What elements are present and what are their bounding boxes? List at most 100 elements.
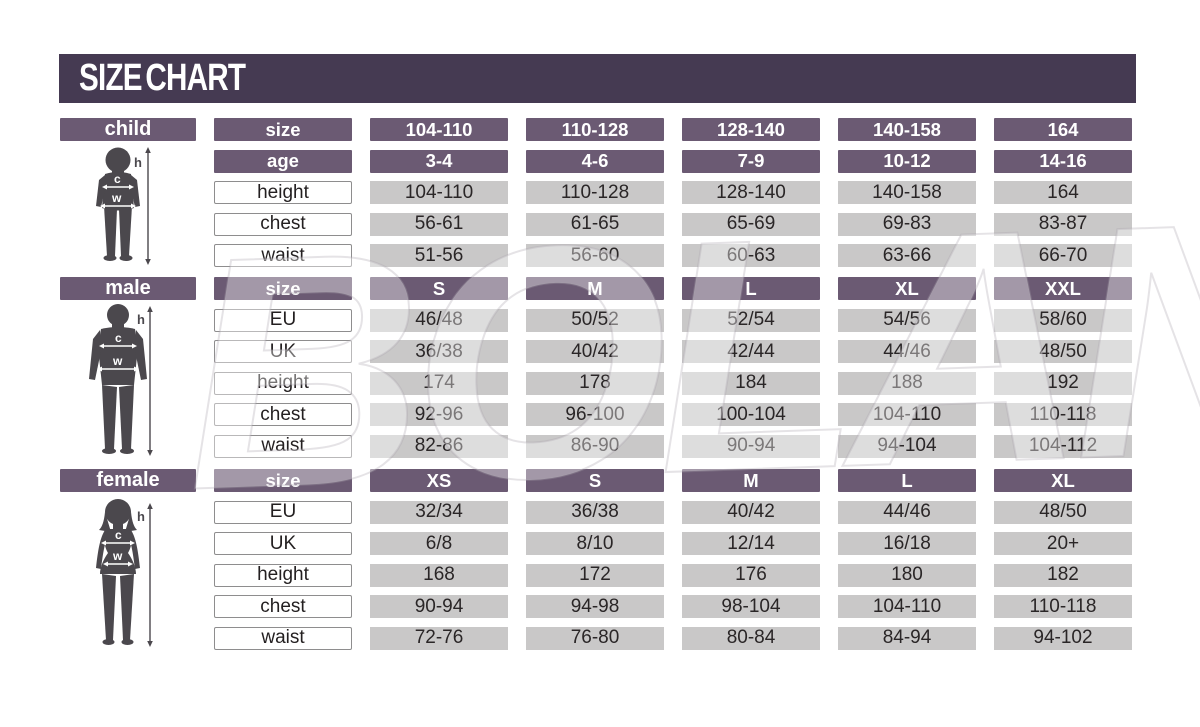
child-chest-col3: 65-69 bbox=[682, 212, 820, 236]
female-row-label-size: size bbox=[214, 469, 352, 492]
child-chest-col4: 69-83 bbox=[838, 212, 976, 236]
chest-arrow bbox=[99, 343, 137, 349]
child-chest-col2: 61-65 bbox=[526, 212, 664, 236]
chest-arrow bbox=[101, 540, 135, 546]
title-bar: SIZE CHART bbox=[59, 54, 1136, 103]
child-row-label-chest: chest bbox=[214, 212, 352, 236]
section-child: child size 104-110 110-128 128-140 140-158 164… bbox=[60, 118, 1132, 267]
height-label: h bbox=[134, 155, 142, 170]
section-male: male size S M L XL XXL EU 46/48 50/52 52/54 54/56 58… bbox=[60, 277, 1132, 458]
male-silhouette: h c w bbox=[60, 303, 196, 458]
male-height-col4: 188 bbox=[838, 371, 976, 395]
male-row-label-height: height bbox=[214, 371, 352, 395]
male-row-label-size: size bbox=[214, 277, 352, 300]
female-UK-col2: 8/10 bbox=[526, 532, 664, 555]
child-height-col3: 128-140 bbox=[682, 181, 820, 204]
male-EU-col5: 58/60 bbox=[994, 308, 1132, 332]
child-waist-col2: 56-60 bbox=[526, 244, 664, 267]
child-height-col2: 110-128 bbox=[526, 181, 664, 204]
height-arrow bbox=[147, 306, 153, 456]
child-waist-col1: 51-56 bbox=[370, 244, 508, 267]
female-UK-col5: 20+ bbox=[994, 532, 1132, 555]
male-chest-col2: 96-100 bbox=[526, 403, 664, 426]
male-UK-col4: 44/46 bbox=[838, 340, 976, 363]
female-size-col1: XS bbox=[370, 469, 508, 492]
waist-arrow bbox=[103, 561, 133, 567]
female-UK-col4: 16/18 bbox=[838, 532, 976, 555]
female-height-col4: 180 bbox=[838, 563, 976, 587]
male-waist-col2: 86-90 bbox=[526, 434, 664, 458]
child-row-label-height: height bbox=[214, 181, 352, 204]
child-size-col1: 104-110 bbox=[370, 118, 508, 141]
male-size-col5: XXL bbox=[994, 277, 1132, 300]
female-size-table: female size XS S M L XL EU 32/34 36/38 40/42 44/46 4… bbox=[60, 469, 1132, 650]
male-waist-col4: 94-104 bbox=[838, 434, 976, 458]
male-EU-col2: 50/52 bbox=[526, 308, 664, 332]
female-size-col3: M bbox=[682, 469, 820, 492]
male-row-label-UK: UK bbox=[214, 340, 352, 363]
female-EU-col5: 48/50 bbox=[994, 500, 1132, 524]
child-chest-col1: 56-61 bbox=[370, 212, 508, 236]
section-label-male: male bbox=[60, 277, 196, 300]
female-EU-col4: 44/46 bbox=[838, 500, 976, 524]
page-title: SIZE CHART bbox=[79, 57, 246, 99]
height-label: h bbox=[137, 312, 145, 327]
male-EU-col4: 54/56 bbox=[838, 308, 976, 332]
male-height-col1: 174 bbox=[370, 371, 508, 395]
female-size-col4: L bbox=[838, 469, 976, 492]
child-height-col4: 140-158 bbox=[838, 181, 976, 204]
male-UK-col5: 48/50 bbox=[994, 340, 1132, 363]
male-chest-col4: 104-110 bbox=[838, 403, 976, 426]
male-chest-col3: 100-104 bbox=[682, 403, 820, 426]
female-chest-col3: 98-104 bbox=[682, 595, 820, 618]
female-waist-col1: 72-76 bbox=[370, 626, 508, 650]
female-height-col3: 176 bbox=[682, 563, 820, 587]
child-row-label-size: size bbox=[214, 118, 352, 141]
male-row-label-chest: chest bbox=[214, 403, 352, 426]
height-label: h bbox=[137, 509, 145, 524]
child-size-col5: 164 bbox=[994, 118, 1132, 141]
male-waist-col5: 104-112 bbox=[994, 434, 1132, 458]
child-waist-col5: 66-70 bbox=[994, 244, 1132, 267]
male-EU-col1: 46/48 bbox=[370, 308, 508, 332]
male-silhouette-graphic: h c w bbox=[89, 304, 153, 456]
male-height-col2: 178 bbox=[526, 371, 664, 395]
female-chest-col1: 90-94 bbox=[370, 595, 508, 618]
female-waist-col2: 76-80 bbox=[526, 626, 664, 650]
child-silhouette: h c w bbox=[60, 146, 196, 266]
height-arrow bbox=[145, 147, 151, 265]
child-age-col2: 4-6 bbox=[526, 149, 664, 173]
male-EU-col3: 52/54 bbox=[682, 308, 820, 332]
child-size-col3: 128-140 bbox=[682, 118, 820, 141]
female-EU-col2: 36/38 bbox=[526, 500, 664, 524]
male-chest-col5: 110-118 bbox=[994, 403, 1132, 426]
female-size-col2: S bbox=[526, 469, 664, 492]
waist-arrow bbox=[100, 203, 136, 209]
child-age-col3: 7-9 bbox=[682, 149, 820, 173]
male-size-col2: M bbox=[526, 277, 664, 300]
male-waist-col3: 90-94 bbox=[682, 434, 820, 458]
child-height-col5: 164 bbox=[994, 181, 1132, 204]
waist-label: w bbox=[112, 354, 123, 368]
chest-label: c bbox=[115, 528, 122, 542]
female-UK-col3: 12/14 bbox=[682, 532, 820, 555]
male-waist-col1: 82-86 bbox=[370, 434, 508, 458]
female-UK-col1: 6/8 bbox=[370, 532, 508, 555]
section-label-female: female bbox=[60, 469, 196, 492]
child-size-col2: 110-128 bbox=[526, 118, 664, 141]
section-female: female size XS S M L XL EU 32/34 36/38 40/42 44/46 4… bbox=[60, 469, 1132, 650]
female-EU-col1: 32/34 bbox=[370, 500, 508, 524]
child-row-label-age: age bbox=[214, 149, 352, 173]
female-row-label-height: height bbox=[214, 563, 352, 587]
child-waist-col3: 60-63 bbox=[682, 244, 820, 267]
section-label-child: child bbox=[60, 118, 196, 141]
female-chest-col4: 104-110 bbox=[838, 595, 976, 618]
male-height-col5: 192 bbox=[994, 371, 1132, 395]
child-chest-col5: 83-87 bbox=[994, 212, 1132, 236]
female-height-col2: 172 bbox=[526, 563, 664, 587]
child-size-table: child size 104-110 110-128 128-140 140-158 164… bbox=[60, 118, 1132, 267]
male-size-col1: S bbox=[370, 277, 508, 300]
female-silhouette: h c w bbox=[60, 498, 196, 650]
chest-label: c bbox=[115, 331, 122, 345]
chest-label: c bbox=[114, 172, 121, 186]
